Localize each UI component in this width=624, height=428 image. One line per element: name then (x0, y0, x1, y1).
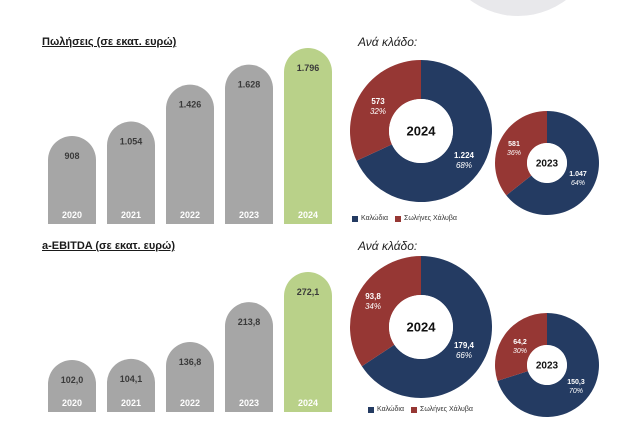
bar-category-label: 2021 (121, 398, 141, 408)
pie-slice (497, 313, 599, 418)
pie-slice (495, 111, 547, 196)
slice-percent-label: 66% (456, 351, 472, 360)
sales-subtitle: Ανά κλάδο: (358, 35, 418, 49)
bar-category-label: 2020 (62, 398, 82, 408)
slice-percent-label: 70% (569, 388, 583, 395)
pie-slice (361, 256, 493, 399)
pie-slice (350, 256, 421, 367)
slice-value-label: 179,4 (454, 341, 475, 350)
bar (107, 358, 155, 412)
slice-percent-label: 68% (456, 161, 472, 170)
slice-percent-label: 36% (507, 150, 521, 157)
bar-value-label: 1.054 (120, 137, 143, 147)
bar-value-label: 1.796 (297, 63, 320, 73)
slice-value-label: 1.224 (454, 151, 475, 160)
bar-value-label: 213,8 (238, 317, 261, 327)
bar (48, 136, 96, 224)
bar-category-label: 2021 (121, 210, 141, 220)
bar-value-label: 136,8 (179, 357, 202, 367)
slice-value-label: 150,3 (567, 379, 585, 386)
legend-label-pipes: Σωλήνες Χάλυβα (404, 215, 457, 222)
ebitda-legend: Καλώδια Σωλήνες Χάλυβα (368, 406, 473, 413)
slice-value-label: 581 (508, 141, 520, 148)
bar-value-label: 104,1 (120, 374, 143, 384)
legend-swatch-pipes (395, 215, 401, 222)
slice-value-label: 93,8 (365, 292, 381, 301)
bar-category-label: 2022 (180, 398, 200, 408)
donut-center-label: 2023 (536, 159, 559, 170)
bar (284, 48, 332, 224)
bar (284, 272, 332, 412)
donut-center-label: 2023 (536, 361, 559, 372)
donut-center-label: 2024 (407, 320, 437, 335)
bar-value-label: 1.628 (238, 80, 261, 90)
bar (166, 341, 214, 412)
bar-value-label: 908 (64, 151, 79, 161)
slice-percent-label: 30% (513, 348, 527, 355)
legend-label-pipes: Σωλήνες Χάλυβα (420, 406, 473, 413)
slice-percent-label: 34% (365, 302, 381, 311)
ebitda-title: a-EBITDA (σε εκατ. ευρώ) (42, 240, 175, 252)
slice-percent-label: 32% (370, 107, 386, 116)
slice-value-label: 573 (371, 97, 385, 106)
legend-swatch-cables (368, 406, 374, 413)
pie-slice (356, 60, 492, 202)
pie-slice (349, 60, 421, 161)
bar-category-label: 2024 (298, 210, 318, 220)
slice-value-label: 1.047 (569, 171, 587, 178)
bar-category-label: 2024 (298, 398, 318, 408)
bar-category-label: 2022 (180, 210, 200, 220)
ebitda-subtitle: Ανά κλάδο: (358, 239, 418, 253)
bar-category-label: 2023 (239, 398, 259, 408)
bar (166, 84, 214, 225)
donut-center-label: 2024 (407, 124, 437, 139)
bar (48, 360, 96, 412)
donut-hole (389, 99, 453, 163)
bar-value-label: 272,1 (297, 287, 320, 297)
bar-value-label: 1.426 (179, 100, 202, 110)
legend-label-cables: Καλώδια (377, 406, 404, 413)
legend-swatch-cables (352, 215, 358, 222)
bar-category-label: 2020 (62, 210, 82, 220)
pie-slice (495, 313, 547, 381)
sales-legend: Καλώδια Σωλήνες Χάλυβα (352, 215, 457, 222)
legend-swatch-pipes (411, 406, 417, 413)
donut-hole (389, 295, 453, 359)
slice-percent-label: 64% (571, 180, 585, 187)
donut-hole (527, 345, 567, 385)
bar (225, 302, 273, 412)
sales-title: Πωλήσεις (σε εκατ. ευρώ) (42, 36, 177, 48)
slice-value-label: 64,2 (513, 339, 527, 346)
bar (225, 64, 273, 224)
bar-category-label: 2023 (239, 210, 259, 220)
legend-label-cables: Καλώδια (361, 215, 388, 222)
bar-value-label: 102,0 (61, 375, 84, 385)
bar (107, 121, 155, 224)
donut-hole (527, 143, 567, 183)
pie-slice (506, 111, 599, 215)
